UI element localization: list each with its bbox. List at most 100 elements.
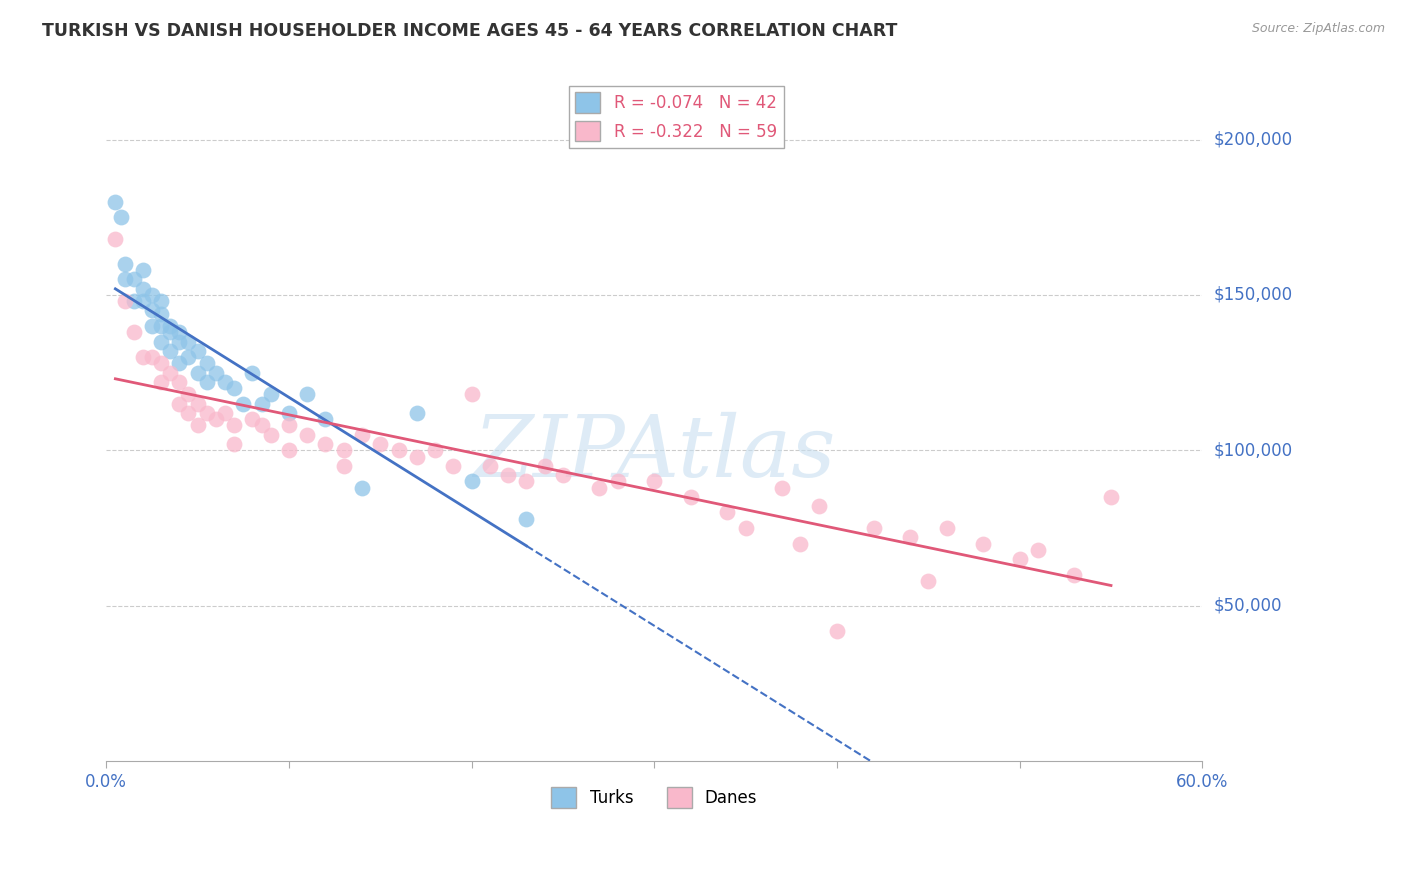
Point: [224, 381, 246, 395]
Text: $200,000: $200,000: [1213, 130, 1292, 149]
Point: [110, 211, 132, 225]
Point: [295, 387, 318, 401]
Point: [405, 406, 427, 420]
Point: [150, 307, 173, 321]
Point: [277, 418, 299, 433]
Legend: Turks, Danes: Turks, Danes: [544, 780, 763, 814]
Point: [132, 350, 155, 364]
Point: [104, 232, 127, 246]
Point: [159, 366, 181, 380]
Point: [169, 397, 191, 411]
Point: [150, 294, 173, 309]
Point: [734, 521, 756, 535]
Point: [679, 490, 702, 504]
Text: Source: ZipAtlas.com: Source: ZipAtlas.com: [1251, 22, 1385, 36]
Point: [259, 427, 281, 442]
Point: [122, 325, 145, 339]
Point: [169, 356, 191, 370]
Point: [242, 366, 264, 380]
Point: [114, 257, 136, 271]
Point: [478, 458, 501, 473]
Point: [132, 294, 155, 309]
Point: [114, 294, 136, 309]
Point: [643, 475, 665, 489]
Point: [187, 366, 209, 380]
Point: [862, 521, 884, 535]
Point: [177, 387, 200, 401]
Point: [159, 325, 181, 339]
Point: [205, 366, 228, 380]
Point: [132, 282, 155, 296]
Point: [332, 443, 354, 458]
Point: [1008, 552, 1031, 566]
Text: TURKISH VS DANISH HOUSEHOLDER INCOME AGES 45 - 64 YEARS CORRELATION CHART: TURKISH VS DANISH HOUSEHOLDER INCOME AGE…: [42, 22, 897, 40]
Point: [314, 437, 336, 451]
Point: [789, 536, 811, 550]
Point: [150, 319, 173, 334]
Point: [825, 624, 848, 638]
Point: [214, 406, 236, 420]
Point: [770, 481, 793, 495]
Point: [387, 443, 409, 458]
Point: [250, 418, 273, 433]
Point: [159, 343, 181, 358]
Point: [187, 343, 209, 358]
Point: [496, 468, 519, 483]
Point: [195, 356, 218, 370]
Point: [515, 475, 537, 489]
Point: [250, 397, 273, 411]
Point: [716, 506, 738, 520]
Point: [104, 194, 127, 209]
Point: [588, 481, 610, 495]
Point: [214, 375, 236, 389]
Point: [150, 356, 173, 370]
Point: [177, 334, 200, 349]
Point: [150, 334, 173, 349]
Point: [132, 263, 155, 277]
Point: [277, 443, 299, 458]
Point: [177, 350, 200, 364]
Point: [460, 475, 482, 489]
Point: [350, 427, 373, 442]
Point: [141, 350, 163, 364]
Point: [972, 536, 994, 550]
Point: [141, 303, 163, 318]
Text: $50,000: $50,000: [1213, 597, 1282, 615]
Point: [935, 521, 957, 535]
Point: [1026, 542, 1049, 557]
Text: ZIPAtlas: ZIPAtlas: [472, 412, 835, 495]
Point: [807, 500, 830, 514]
Point: [350, 481, 373, 495]
Point: [205, 412, 228, 426]
Point: [224, 437, 246, 451]
Point: [898, 530, 921, 544]
Point: [551, 468, 574, 483]
Point: [114, 272, 136, 286]
Point: [368, 437, 391, 451]
Point: [332, 458, 354, 473]
Text: $150,000: $150,000: [1213, 286, 1292, 304]
Point: [314, 412, 336, 426]
Point: [423, 443, 446, 458]
Point: [224, 418, 246, 433]
Point: [533, 458, 555, 473]
Point: [917, 574, 939, 588]
Point: [1063, 567, 1085, 582]
Point: [177, 406, 200, 420]
Point: [169, 334, 191, 349]
Point: [295, 427, 318, 442]
Point: [150, 375, 173, 389]
Point: [1099, 490, 1122, 504]
Point: [460, 387, 482, 401]
Point: [141, 288, 163, 302]
Point: [122, 294, 145, 309]
Point: [242, 412, 264, 426]
Point: [515, 511, 537, 525]
Point: [259, 387, 281, 401]
Point: [405, 450, 427, 464]
Point: [441, 458, 464, 473]
Text: $100,000: $100,000: [1213, 442, 1292, 459]
Point: [606, 475, 628, 489]
Point: [195, 406, 218, 420]
Point: [169, 375, 191, 389]
